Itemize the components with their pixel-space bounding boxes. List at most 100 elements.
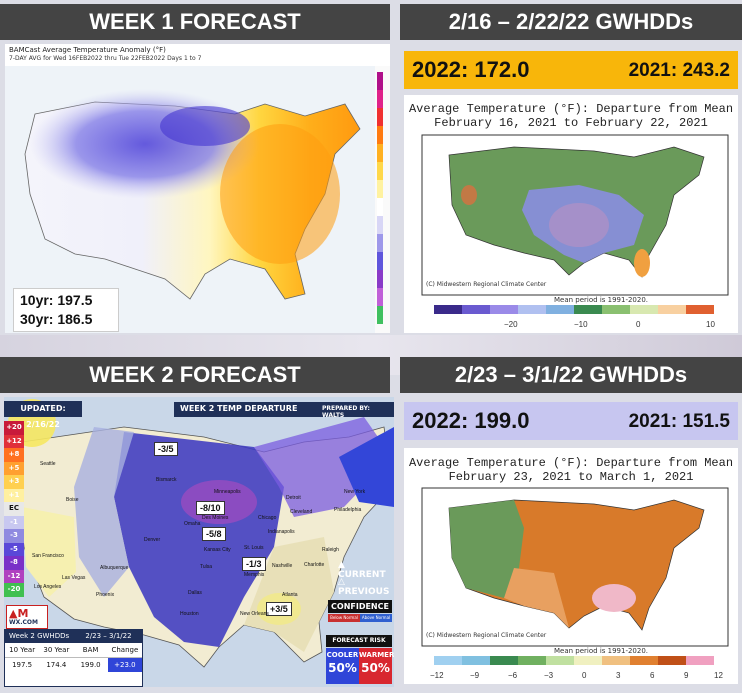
city-label: Indianapolis [268, 529, 295, 535]
city-label: Omaha [184, 521, 201, 527]
city-label: Tulsa [200, 564, 213, 570]
week1-hist-warm-spot [461, 185, 477, 205]
city-label: Cleveland [290, 509, 313, 515]
week1-hist-credit: (C) Midwestern Regional Climate Center [426, 281, 547, 288]
city-label: Detroit [286, 495, 301, 501]
city-label: Minneapolis [214, 489, 241, 495]
city-label: Dallas [188, 590, 202, 596]
week1-normals-box: 10yr: 197.5 30yr: 186.5 [13, 288, 119, 332]
week2-previous-label: PREVIOUS [338, 587, 390, 597]
anomaly-label: -1/3 [242, 557, 266, 571]
week2-hist-cool-west [449, 500, 524, 598]
legend-scale-step: +5 [4, 461, 24, 475]
week2-hist-credit: (C) Midwestern Regional Climate Center [426, 632, 547, 639]
week1-10yr: 10yr: 197.5 [20, 292, 93, 308]
legend-scale-step: +1 [4, 488, 24, 502]
week2-range: 2/23 – 3/1/22 GWHDDs [400, 357, 742, 393]
city-label: Des Moines [202, 515, 229, 521]
week2-atlantic-cold [339, 427, 394, 507]
week1-hist-tick: 10 [706, 320, 715, 329]
city-label: Albuquerque [100, 565, 129, 571]
week2-hist-colorbar [434, 656, 714, 665]
city-label: Denver [144, 537, 161, 543]
week2-hist-subtitle: February 23, 2021 to March 1, 2021 [448, 470, 694, 484]
week1-30yr: 30yr: 186.5 [20, 311, 93, 327]
table-header-cell: Change [111, 646, 139, 654]
week2-hist-tick: 12 [714, 671, 723, 680]
city-label: Kansas City [204, 547, 231, 553]
city-label: Phoenix [96, 592, 115, 598]
city-label: Boise [66, 497, 79, 503]
city-label: Charlotte [304, 562, 325, 568]
city-label: Atlanta [282, 592, 298, 598]
week1-gwhdd-bar: 2022: 172.0 2021: 243.2 [404, 51, 738, 89]
week2-legend-scale: +20 +12 +8 +5 +3 +1 EC -1 -3 -5 -8 -12 -20 [4, 421, 24, 597]
week2-hist-tick: 3 [616, 671, 621, 680]
week2-title: WEEK 2 FORECAST [0, 357, 390, 393]
anomaly-label: -8/10 [196, 501, 225, 515]
week2-table-header: 10 Year 30 Year BAM Change [5, 643, 142, 658]
week2-cooler-label: COOLER [326, 651, 359, 659]
legend-scale-step: +12 [4, 434, 24, 448]
table-value-cell: 197.5 [12, 661, 33, 669]
week2-hist-tick: −3 [544, 671, 554, 680]
week1-range: 2/16 – 2/22/22 GWHDDs [400, 4, 742, 40]
table-value-cell: 199.0 [80, 661, 101, 669]
legend-scale-step: -1 [4, 515, 24, 529]
week2-hist-tick: 6 [650, 671, 655, 680]
week2-hist-map: −12 −9 −6 −3 0 3 6 9 12 [421, 487, 729, 680]
week1-hist-subtitle: February 16, 2021 to February 22, 2021 [434, 116, 708, 130]
week1-map-subtitle: 7-DAY AVG for Wed 16FEB2022 thru Tue 22F… [9, 55, 202, 62]
week2-historical-panel: Average Temperature (°F): Departure from… [404, 448, 738, 684]
week2-hist-tick: 9 [684, 671, 689, 680]
table-header-cell: 30 Year [43, 646, 70, 654]
week2-gwhdd-table: Week 2 GWHDDs 2/23 – 3/1/22 10 Year 30 Ye… [4, 629, 143, 687]
city-label: Seattle [40, 461, 56, 467]
city-label: Los Angeles [34, 584, 62, 590]
week1-hist-map: −20 −10 0 10 [421, 134, 729, 329]
week2-current-label: CURRENT [338, 570, 386, 580]
table-header-cell: 10 Year [9, 646, 36, 654]
week2-forecast-map-panel: UPDATED: 2/16/22 WEEK 2 TEMP DEPARTURE P… [4, 397, 394, 687]
week1-forecast-map-panel: BAMCast Average Temperature Anomaly (°F)… [5, 44, 390, 333]
week2-cooler-pct: 50% [328, 661, 357, 675]
week2-hist-period: Mean period is 1991-2020. [554, 647, 649, 655]
week1-hist-tick: −20 [504, 320, 518, 329]
week1-gwhdd-2021: 2021: 243.2 [628, 60, 730, 81]
week1-hist-tick: 0 [636, 320, 641, 329]
legend-scale-step: EC [4, 502, 24, 516]
week2-hist-tick: 0 [582, 671, 587, 680]
week2-updated: UPDATED: 2/16/22 [4, 401, 82, 429]
week2-conf-below: Below Normal [328, 614, 360, 622]
week2-risk-warmer: WARMER 50% [359, 648, 394, 684]
anomaly-label: -3/5 [154, 442, 178, 456]
week2-cool-west [74, 427, 134, 597]
city-label: San Francisco [32, 553, 64, 559]
week1-hist-tick: −10 [574, 320, 588, 329]
week2-hist-warm-core [592, 584, 636, 612]
week2-warm-southeast [244, 537, 334, 652]
week1-map-title: BAMCast Average Temperature Anomaly (°F) [9, 46, 166, 54]
week1-hist-period: Mean period is 1991-2020. [554, 296, 649, 304]
week2-gwhdd-2022: 2022: 199.0 [412, 408, 530, 433]
week2-warm-california [22, 507, 76, 597]
week2-risk-cooler: COOLER 50% [326, 648, 359, 684]
week1-hist-florida [634, 249, 650, 277]
city-label: St. Louis [244, 545, 264, 551]
week2-table-title: Week 2 GWHDDs [9, 632, 70, 640]
week2-hist-tick: −12 [430, 671, 444, 680]
week2-warmer-label: WARMER [359, 651, 394, 659]
bam-logo-icon: ▲M [9, 607, 29, 620]
week1-title: WEEK 1 FORECAST [0, 4, 390, 40]
week2-hist-tick: −9 [470, 671, 480, 680]
week2-current-legend: ▲ CURRENT [338, 560, 394, 580]
week1-hist-colorbar [434, 305, 714, 314]
bam-logo-text: WX.COM [9, 619, 38, 626]
anomaly-label: +3/5 [266, 602, 292, 616]
week1-hist-cold-core [549, 203, 609, 247]
week1-hist-title: Average Temperature (°F): Departure from… [408, 102, 734, 116]
legend-scale-step: -12 [4, 569, 24, 583]
week2-table-title-row: Week 2 GWHDDs 2/23 – 3/1/22 [5, 630, 142, 643]
week1-historical-panel: Average Temperature (°F): Departure from… [404, 95, 738, 333]
city-label: New Orleans [240, 611, 269, 617]
